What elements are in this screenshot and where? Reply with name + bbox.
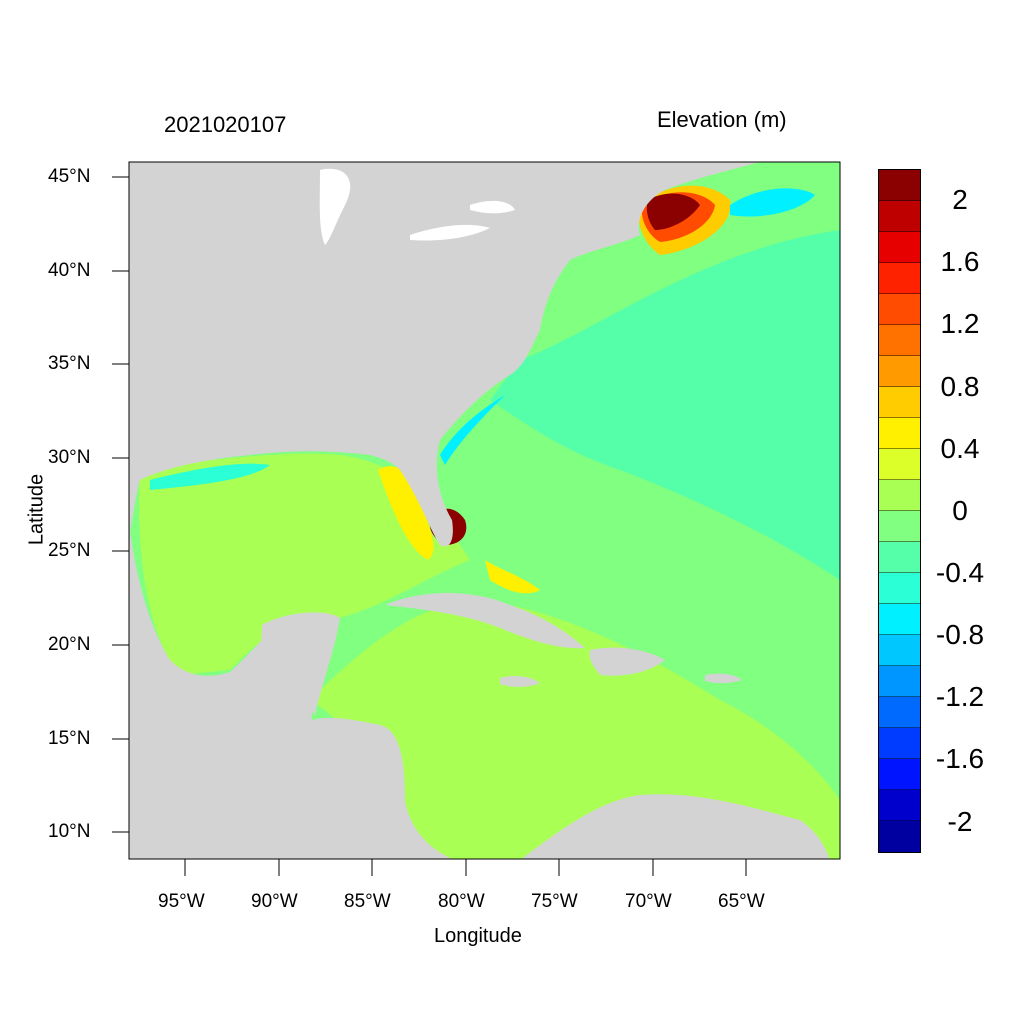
colorbar-label: 1.2 (940, 308, 980, 339)
cuba-land (385, 592, 585, 649)
colorbar-swatch (879, 170, 920, 201)
lon-tick-label: 80°W (438, 891, 485, 912)
florida-west-coast-highs (378, 466, 434, 560)
lon-tick-label: 95°W (158, 891, 205, 912)
latitude-tick-marks (112, 176, 129, 833)
colorbar-swatch (879, 418, 920, 449)
south-america-land (521, 794, 830, 859)
puerto-rico-land (705, 673, 742, 684)
x-axis-label: Longitude (434, 925, 522, 947)
colorbar-swatch (879, 759, 920, 790)
caribbean-sea (310, 600, 840, 859)
colorbar-label: -0.4 (935, 557, 985, 588)
colorbar-label: -1.6 (935, 743, 985, 774)
hispaniola-land (589, 647, 665, 676)
colorbar-swatch (879, 821, 920, 852)
colorbar-swatch (879, 356, 920, 387)
colorbar-swatch (879, 232, 920, 263)
lat-tick-label: 20°N (48, 634, 91, 655)
colorbar-swatch (879, 294, 920, 325)
colorbar-swatch (879, 449, 920, 480)
colorbar-swatch (879, 387, 920, 418)
colorbar-swatch (879, 511, 920, 542)
map-canvas (129, 162, 840, 859)
colorbar-swatch (879, 325, 920, 356)
colorbar-swatch (879, 573, 920, 604)
colorbar-swatch (879, 604, 920, 635)
lat-tick-label: 35°N (48, 353, 91, 374)
bahamas-bank (485, 560, 540, 594)
lon-tick-label: 65°W (718, 891, 765, 912)
colorbar-label: -2 (947, 806, 973, 837)
gulf-of-maine-negative (730, 188, 815, 217)
colorbar-label: -0.8 (935, 619, 985, 650)
plot-frame (128, 161, 841, 860)
lon-tick-label: 85°W (344, 891, 391, 912)
colorbar-label: 0.4 (940, 433, 980, 464)
y-axis-label: Latitude (25, 473, 48, 546)
colorbar-label: 1.6 (940, 246, 980, 277)
colorbar-label: 0 (952, 495, 968, 526)
colorbar-swatch (879, 263, 920, 294)
georgia-coast-negative (440, 395, 505, 465)
new-england-surge-peak (646, 193, 700, 230)
lon-tick-label: 90°W (251, 891, 298, 912)
gulf-of-mexico (139, 453, 470, 675)
great-lakes (319, 168, 515, 245)
lat-tick-label: 25°N (48, 540, 91, 561)
gulf-coast-surge (150, 463, 270, 490)
colorbar-swatch (879, 480, 920, 511)
colorbar (878, 169, 921, 853)
atlantic-negative-band (490, 230, 840, 580)
colorbar-swatch (879, 635, 920, 666)
jamaica-land (500, 675, 540, 687)
lat-tick-label: 45°N (48, 166, 91, 187)
colorbar-label: 2 (952, 184, 968, 215)
colorbar-swatch (879, 790, 920, 821)
colorbar-swatch (879, 728, 920, 759)
lat-tick-label: 10°N (48, 821, 91, 842)
lat-tick-label: 15°N (48, 728, 91, 749)
variable-label: Elevation (m) (657, 107, 787, 132)
lon-tick-label: 75°W (531, 891, 578, 912)
lat-tick-label: 40°N (48, 260, 91, 281)
colorbar-swatch (879, 542, 920, 573)
lat-tick-label: 30°N (48, 447, 91, 468)
colorbar-swatch (879, 666, 920, 697)
colorbar-swatch (879, 697, 920, 728)
yucatan-land (260, 612, 340, 715)
colorbar-label: -1.2 (935, 681, 985, 712)
colorbar-label: 0.8 (940, 371, 980, 402)
model-timestamp: 2021020107 (164, 112, 287, 137)
lon-tick-label: 70°W (625, 891, 672, 912)
longitude-tick-marks (184, 859, 747, 876)
colorbar-swatch (879, 201, 920, 232)
north-america-land (129, 162, 760, 547)
